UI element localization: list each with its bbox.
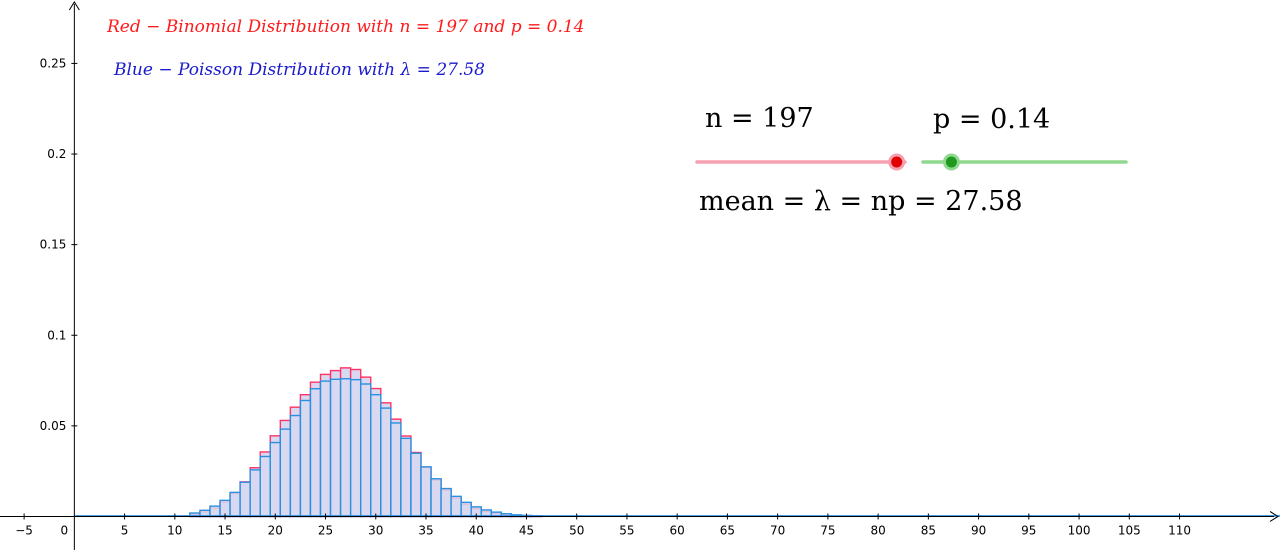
- legend-binomial: Red − Binomial Distribution with n = 197…: [106, 17, 585, 37]
- poisson-bar: [450, 495, 462, 518]
- bars-layer: [74, 367, 1280, 518]
- poisson-bar: [279, 428, 292, 518]
- slider-n[interactable]: [695, 153, 907, 171]
- x-tick-label: 80: [870, 523, 885, 537]
- poisson-bar: [430, 478, 442, 518]
- x-axis-arrow: [1269, 511, 1279, 522]
- x-tick-label: 100: [1068, 523, 1091, 537]
- ticks-layer: −5 0 5 10 15 20 25 30 35 40 45 50 55 60 65 70 75 80 85 90 95…: [15, 56, 1191, 537]
- x-tick-label: 30: [368, 523, 383, 537]
- poisson-bar: [209, 505, 221, 518]
- x-tick-label: 15: [217, 523, 232, 537]
- poisson-bar: [460, 501, 472, 518]
- x-tick-label: 20: [268, 523, 283, 537]
- slider-p-handle[interactable]: [942, 153, 960, 171]
- poisson-bar: [400, 437, 412, 518]
- x-tick-label: 110: [1168, 523, 1191, 537]
- poisson-bar: [370, 393, 382, 518]
- poisson-bar: [380, 407, 392, 518]
- x-tick-label: 45: [519, 523, 534, 537]
- slider-n-label: n = 197: [705, 103, 814, 134]
- poisson-bar: [249, 469, 261, 518]
- poisson-bar: [269, 441, 282, 518]
- x-tick-label: 75: [820, 523, 835, 537]
- x-tick-label: 85: [921, 523, 936, 537]
- x-tick-label: 70: [770, 523, 785, 537]
- y-tick-label: 0.2: [47, 147, 66, 161]
- x-tick-label: 35: [418, 523, 433, 537]
- x-tick-label: 105: [1118, 523, 1141, 537]
- slider-p[interactable]: [921, 153, 1128, 171]
- x-tick-label: 10: [167, 523, 182, 537]
- poisson-bar: [259, 455, 271, 518]
- poisson-bar: [420, 466, 432, 518]
- poisson-bar: [319, 380, 332, 518]
- x-tick-label: 0: [61, 523, 69, 537]
- y-axis-arrow: [68, 1, 80, 11]
- y-tick-label: 0.1: [47, 328, 66, 342]
- poisson-bar: [239, 481, 251, 518]
- y-tick-label: 0.25: [40, 56, 67, 70]
- x-tick-label: −5: [15, 523, 33, 537]
- x-tick-label: 50: [569, 523, 584, 537]
- x-tick-label: 90: [971, 523, 986, 537]
- x-tick-label: 95: [1021, 523, 1036, 537]
- x-tick-label: 5: [121, 523, 129, 537]
- poisson-bar: [229, 491, 241, 518]
- poisson-bar: [339, 378, 352, 518]
- poisson-bar: [390, 422, 402, 518]
- poisson-bar: [359, 383, 372, 518]
- legend-poisson: Blue − Poisson Distribution with λ = 27.…: [113, 60, 485, 80]
- poisson-bar: [309, 388, 322, 518]
- slider-n-handle[interactable]: [888, 153, 906, 171]
- x-tick-label: 40: [469, 523, 484, 537]
- x-tick-label: 25: [318, 523, 333, 537]
- poisson-bar: [299, 399, 312, 518]
- y-tick-label: 0.05: [40, 419, 67, 433]
- poisson-bar: [410, 452, 422, 518]
- mean-label: mean = λ = np = 27.58: [699, 186, 1023, 217]
- slider-p-label: p = 0.14: [933, 104, 1050, 135]
- x-tick-label: 65: [720, 523, 735, 537]
- x-tick-label: 60: [670, 523, 685, 537]
- poisson-bar: [329, 378, 342, 518]
- x-tick-label: 55: [619, 523, 634, 537]
- y-tick-label: 0.15: [40, 238, 67, 252]
- poisson-bar: [440, 487, 452, 518]
- poisson-bar: [289, 414, 302, 518]
- poisson-bar: [349, 378, 362, 518]
